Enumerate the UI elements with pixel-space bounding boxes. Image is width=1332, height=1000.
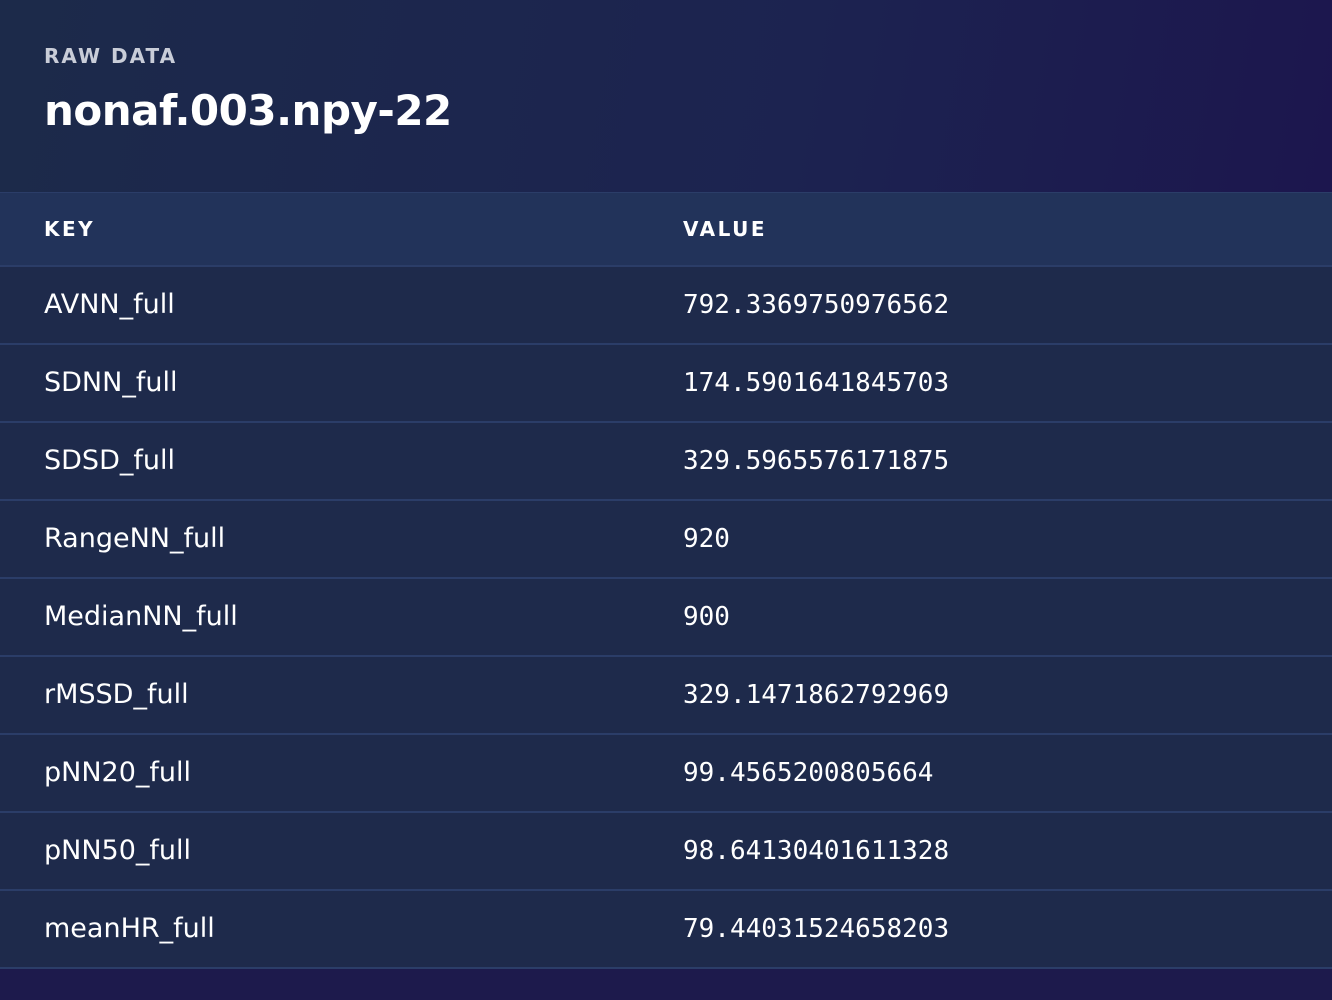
table-row: rMSSD_full 329.1471862792969 [0,656,1332,734]
row-value: 792.3369750976562 [683,289,950,320]
row-value: 99.4565200805664 [683,757,934,788]
row-value: 329.1471862792969 [683,679,950,710]
row-key: meanHR_full [44,913,215,944]
row-value: 174.5901641845703 [683,367,950,398]
row-key: MedianNN_full [44,601,238,632]
row-key: AVNN_full [44,289,175,320]
table-row: meanHR_full 79.44031524658203 [0,890,1332,968]
column-header-key: KEY [0,192,683,267]
row-key: RangeNN_full [44,523,226,554]
table-row: pNN20_full 99.4565200805664 [0,734,1332,812]
row-key: SDSD_full [44,445,175,476]
raw-data-table: KEY VALUE AVNN_full 792.3369750976562 SDNN… [0,192,1332,969]
row-value: 900 [683,601,730,632]
table-row: pNN50_full 98.64130401611328 [0,812,1332,890]
table-row: SDSD_full 329.5965576171875 [0,422,1332,500]
column-header-value: VALUE [683,192,1332,267]
row-key: pNN20_full [44,757,192,788]
section-label: RAW DATA [44,44,178,68]
table-header-row: KEY VALUE [0,192,1332,267]
row-value: 98.64130401611328 [683,835,950,866]
page-title: nonaf.003.npy-22 [44,86,452,135]
table-row: RangeNN_full 920 [0,500,1332,578]
row-value: 920 [683,523,730,554]
row-key: rMSSD_full [44,679,189,710]
row-value: 329.5965576171875 [683,445,950,476]
table-row: MedianNN_full 900 [0,578,1332,656]
row-value: 79.44031524658203 [683,913,950,944]
row-key: pNN50_full [44,835,192,866]
table-row: AVNN_full 792.3369750976562 [0,266,1332,344]
row-key: SDNN_full [44,367,178,398]
table-row: SDNN_full 174.5901641845703 [0,344,1332,422]
page-header: RAW DATA nonaf.003.npy-22 [0,0,1332,192]
